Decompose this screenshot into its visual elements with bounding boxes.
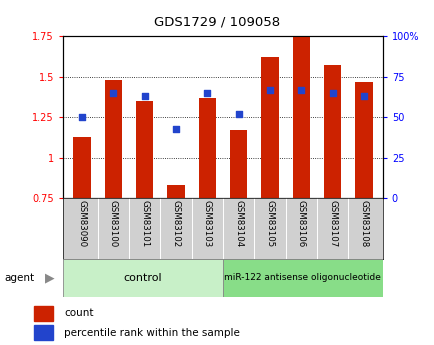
Point bbox=[109, 90, 116, 96]
Text: GDS1729 / 109058: GDS1729 / 109058 bbox=[154, 16, 280, 29]
Bar bbox=[73, 137, 90, 198]
Bar bbox=[63, 259, 223, 297]
Bar bbox=[355, 82, 372, 198]
Bar bbox=[104, 80, 122, 198]
Point bbox=[297, 87, 304, 92]
Text: agent: agent bbox=[4, 273, 34, 283]
Text: GSM83105: GSM83105 bbox=[265, 200, 274, 247]
Bar bbox=[198, 98, 215, 198]
Text: GSM83101: GSM83101 bbox=[140, 200, 149, 247]
Bar bbox=[167, 185, 184, 198]
Point bbox=[172, 126, 179, 131]
Bar bbox=[223, 259, 382, 297]
Point bbox=[235, 111, 242, 117]
Point bbox=[141, 93, 148, 99]
Bar bbox=[261, 57, 278, 198]
Point bbox=[203, 90, 210, 96]
Point bbox=[266, 87, 273, 92]
Point bbox=[360, 93, 367, 99]
Bar bbox=[323, 66, 341, 198]
Bar bbox=[34, 306, 53, 321]
Text: GSM83107: GSM83107 bbox=[327, 200, 336, 247]
Text: GSM83100: GSM83100 bbox=[108, 200, 118, 247]
Text: control: control bbox=[123, 273, 162, 283]
Text: percentile rank within the sample: percentile rank within the sample bbox=[64, 327, 240, 337]
Bar bbox=[230, 130, 247, 198]
Text: GSM83106: GSM83106 bbox=[296, 200, 305, 247]
Text: GSM83102: GSM83102 bbox=[171, 200, 180, 247]
Point bbox=[78, 115, 85, 120]
Bar bbox=[136, 101, 153, 198]
Text: GSM83104: GSM83104 bbox=[233, 200, 243, 247]
Text: miR-122 antisense oligonucleotide: miR-122 antisense oligonucleotide bbox=[224, 273, 381, 282]
Bar bbox=[292, 36, 309, 198]
Text: GSM83108: GSM83108 bbox=[358, 200, 368, 247]
Point bbox=[329, 90, 335, 96]
Text: GSM83103: GSM83103 bbox=[202, 200, 211, 247]
Text: GSM83090: GSM83090 bbox=[77, 200, 86, 247]
Text: ▶: ▶ bbox=[45, 271, 55, 284]
Bar bbox=[34, 325, 53, 340]
Text: count: count bbox=[64, 308, 94, 318]
